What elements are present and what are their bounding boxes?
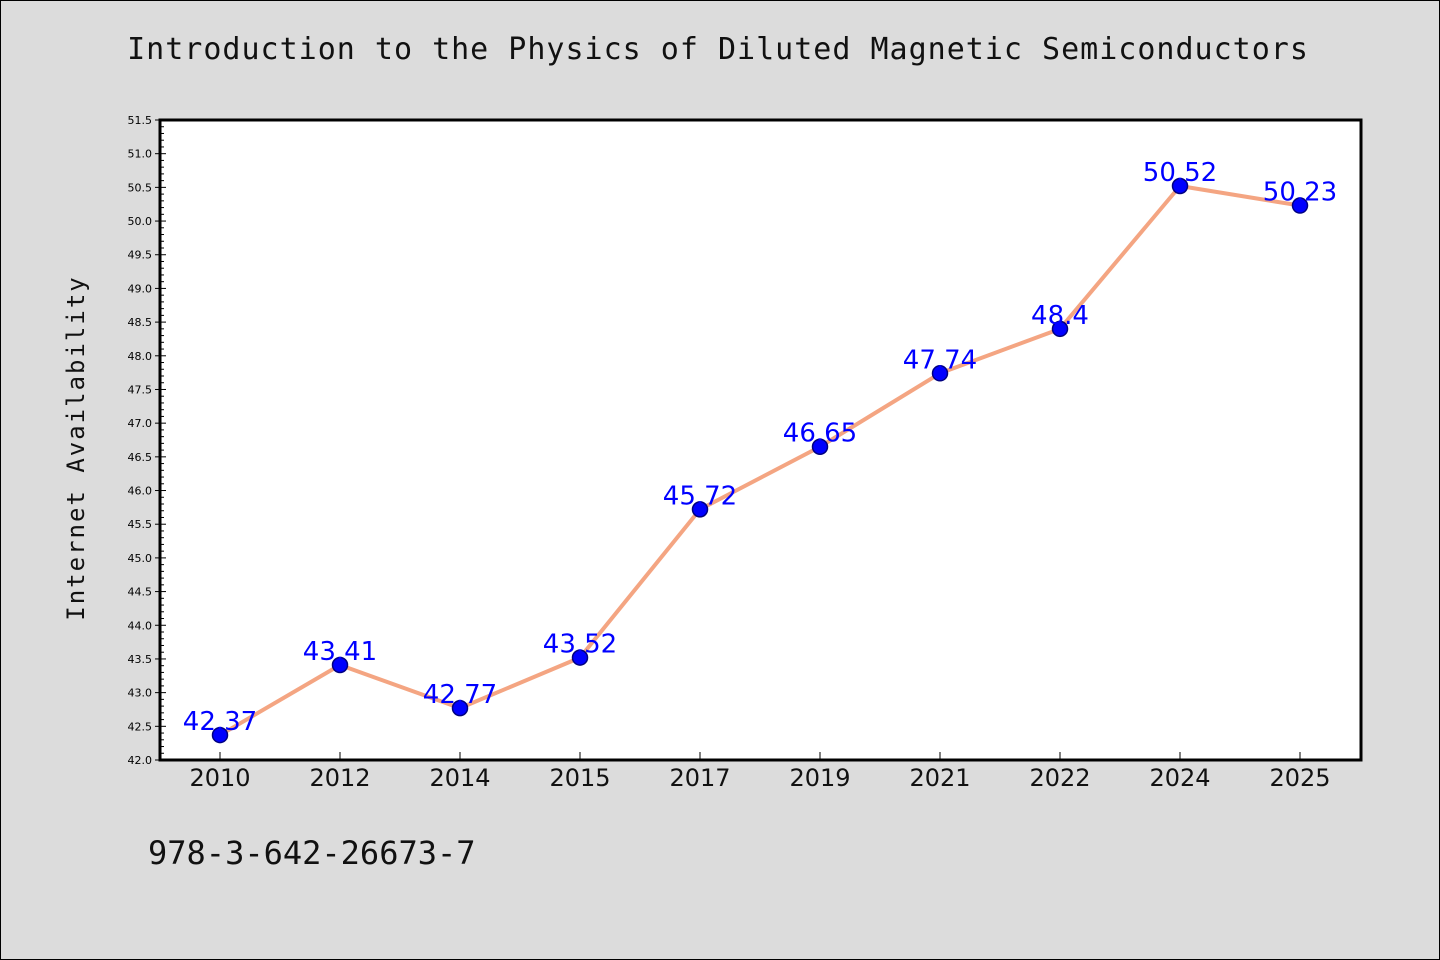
data-label: 50.52 — [1143, 158, 1217, 188]
x-tick-label: 2019 — [789, 764, 850, 792]
plot-area — [158, 118, 1363, 762]
series-line — [218, 184, 1302, 738]
y-tick-label: 48.0 — [128, 350, 153, 363]
x-tick-label: 2010 — [189, 764, 250, 792]
y-tick-label: 45.0 — [128, 552, 153, 565]
data-label: 42.77 — [423, 680, 497, 710]
chart-title: Introduction to the Physics of Diluted M… — [127, 32, 1309, 67]
y-tick-label: 43.5 — [128, 653, 153, 666]
y-tick-label: 47.0 — [128, 417, 153, 430]
data-point — [691, 501, 709, 518]
data-point — [451, 699, 469, 717]
y-tick-label: 49.0 — [128, 282, 153, 295]
data-point — [1171, 177, 1189, 195]
data-point — [211, 726, 229, 744]
data-label: 46.65 — [783, 419, 857, 449]
x-tick-label: 2021 — [909, 764, 970, 792]
x-tick-label: 2015 — [549, 764, 610, 792]
y-tick-label: 44.0 — [128, 619, 153, 632]
y-tick-label: 43.0 — [128, 687, 153, 700]
isbn-text: 978-3-642-26673-7 — [148, 834, 476, 872]
data-label: 43.41 — [303, 637, 377, 667]
y-tick-label: 46.5 — [128, 451, 153, 464]
data-labels: 42.37 43.41 42.77 43.52 45.72 46.65 47.74 48.4 5… — [183, 158, 1337, 737]
y-tick-label: 51.5 — [128, 114, 153, 127]
y-tick-label: 42.5 — [128, 720, 153, 733]
y-tick-label: 50.0 — [128, 215, 153, 228]
y-tick-label: 51.0 — [128, 148, 153, 161]
y-tick-label: 42.0 — [128, 754, 153, 767]
x-tick-label: 2022 — [1029, 764, 1090, 792]
data-label: 47.74 — [903, 345, 977, 375]
data-label: 48.4 — [1031, 301, 1089, 331]
data-label: 45.72 — [663, 481, 737, 511]
y-tick-label: 48.5 — [128, 316, 153, 329]
y-tick-label: 46.0 — [128, 485, 153, 498]
x-tick-label: 2014 — [429, 764, 490, 792]
y-tick-label: 47.5 — [128, 383, 153, 396]
x-tick-label: 2012 — [309, 764, 370, 792]
data-point — [811, 438, 829, 455]
x-tick-label: 2025 — [1269, 764, 1330, 792]
x-tick-label: 2024 — [1149, 764, 1210, 792]
data-point — [331, 656, 349, 674]
data-point — [1291, 197, 1309, 214]
x-axis: 2010 2012 2014 2015 2017 2019 2021 2022 2024 2025 — [189, 752, 1331, 792]
x-tick-label: 2017 — [669, 764, 730, 792]
data-point — [1051, 320, 1069, 338]
data-label: 42.37 — [183, 707, 257, 737]
y-tick-label: 50.5 — [128, 181, 153, 194]
data-point — [931, 365, 949, 382]
y-tick-label: 44.5 — [128, 586, 153, 599]
y-tick-label: 49.5 — [128, 249, 153, 262]
y-tick-label: 45.5 — [128, 518, 153, 531]
series — [211, 177, 1309, 744]
y-axis: 42.0 42.5 43.0 43.5 44.0 44.5 45.0 45.5 46.0 46.5… — [128, 114, 166, 767]
data-label: 43.52 — [543, 630, 617, 660]
data-label: 50.23 — [1263, 178, 1337, 208]
data-point — [571, 649, 589, 666]
